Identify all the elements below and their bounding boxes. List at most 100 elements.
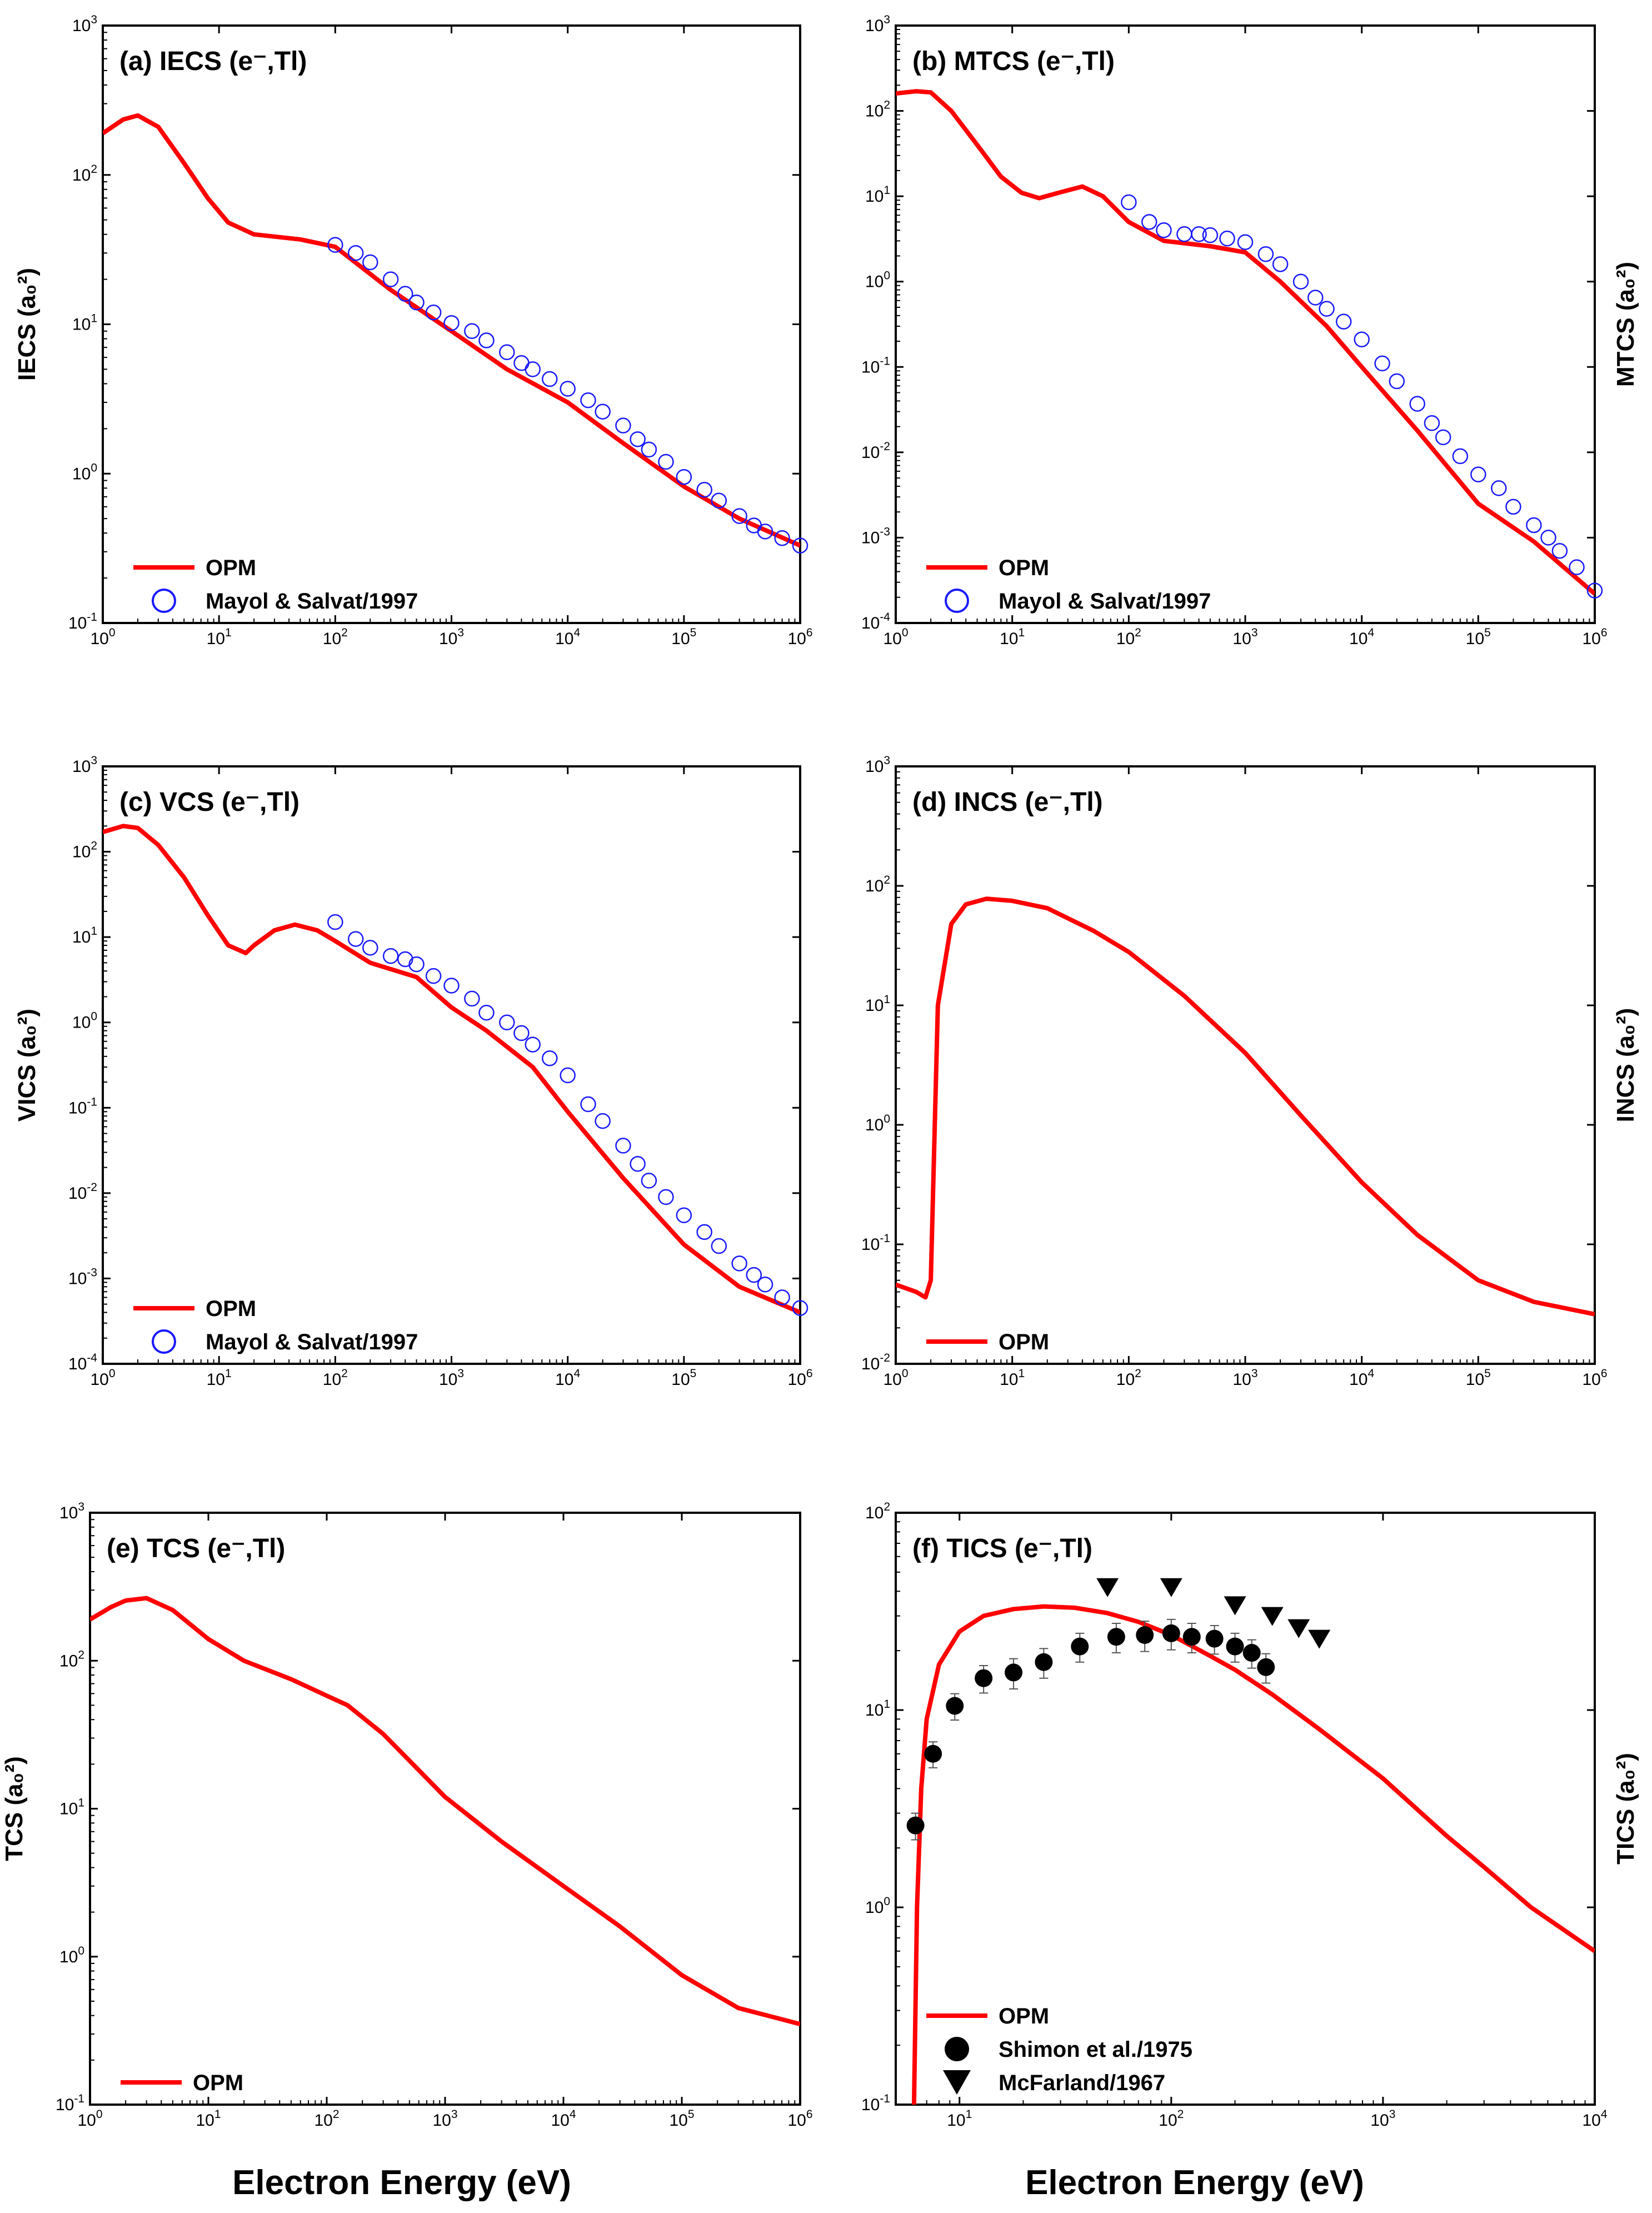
data-point-circle [560, 1067, 576, 1084]
x-tick-label: 102 [323, 626, 348, 648]
plot-frame [102, 24, 801, 624]
data-point-circle [774, 1289, 790, 1305]
data-point-circle [595, 1113, 611, 1129]
data-point-circle [731, 1255, 747, 1272]
x-tick-label: 102 [1159, 2108, 1184, 2130]
panel-title: (c) VCS (e⁻,Tl) [119, 787, 300, 817]
data-point-circle [1470, 466, 1486, 482]
panel-c: 100 101 102 103 104 105 106 10-4 10-3 10-2 10-1 100… [13, 754, 813, 1389]
data-point-circle [408, 294, 425, 311]
panel-e: 100 101 102 103 104 105 10610-1100101102103(e)… [1, 1501, 813, 2130]
data-point-circle [792, 537, 808, 554]
data-point-circle [1219, 230, 1235, 247]
legend-label: Shimon et al./1975 [999, 2037, 1192, 2062]
y-tick-label: 100 [865, 1895, 890, 1917]
data-point-filled-circle [1005, 1663, 1023, 1682]
x-tick-label: 103 [439, 626, 464, 648]
x-axis-label-left: Electron Energy (eV) [232, 2164, 571, 2202]
series-line-opm [90, 1596, 800, 2026]
plot-frame [895, 765, 1596, 1365]
x-tick-label: 100 [883, 1367, 908, 1389]
data-point-filled-circle [1107, 1628, 1125, 1646]
legend-label: Mayol & Salvat/1997 [206, 1330, 418, 1354]
data-point-circle [1389, 373, 1405, 390]
data-point-circle [1526, 517, 1542, 534]
y-tick-label: 10-3 [68, 1266, 97, 1288]
x-tick-label: 103 [1370, 2108, 1395, 2130]
data-point-circle [397, 286, 413, 302]
data-point-circle [1335, 313, 1352, 330]
data-point-circle [1292, 273, 1309, 290]
data-point-circle [792, 1300, 808, 1316]
data-point-filled-circle [1071, 1637, 1089, 1656]
y-tick-label: 100 [59, 1945, 84, 1966]
panel-title: (f) TICS (e⁻,Tl) [912, 1534, 1092, 1563]
data-point-circle [1505, 499, 1521, 515]
x-tick-label: 101 [947, 2108, 972, 2130]
data-point-circle [1307, 290, 1324, 306]
y-tick-label: 10-1 [861, 2092, 890, 2114]
data-point-filled-circle [1136, 1626, 1154, 1644]
y-tick-label: 101 [72, 925, 97, 946]
data-point-circle [615, 417, 631, 433]
panel-a: 100 101 102 103 104 105 10610-1100101102103(a)… [13, 13, 813, 648]
data-point-circle [615, 1138, 631, 1154]
x-tick-label: 106 [787, 2108, 812, 2130]
data-point-circle [696, 481, 712, 498]
data-point-triangle [1308, 1629, 1331, 1649]
y-tick-label: 103 [59, 1501, 84, 1522]
y-tick-label: 10-2 [861, 440, 890, 462]
x-tick-label: 106 [787, 1367, 812, 1389]
y-tick-label: 103 [72, 754, 97, 776]
y-tick-label: 10-1 [861, 355, 890, 376]
data-point-filled-circle [1242, 1644, 1261, 1662]
data-point-circle [595, 403, 611, 420]
y-tick-label: 100 [865, 270, 890, 291]
x-tick-label: 104 [551, 2108, 576, 2130]
data-point-circle [1540, 530, 1556, 546]
series-line-opm [103, 113, 800, 548]
legend-triangle-swatch [943, 2070, 971, 2095]
data-point-filled-circle [1162, 1624, 1180, 1642]
data-point-circle [408, 956, 425, 973]
data-point-circle [1424, 415, 1440, 431]
data-point-circle [327, 237, 343, 253]
data-point-filled-circle [946, 1697, 964, 1715]
data-point-circle [696, 1224, 712, 1240]
panel-f: 101 102 103 104 10-1 100 101 102 (f) TICS (e⁻,Tl… [861, 1501, 1639, 2130]
y-tick-label: 10-2 [861, 1352, 890, 1373]
data-point-circle [711, 492, 727, 509]
data-point-circle [580, 392, 596, 408]
legend-label: OPM [193, 2071, 243, 2095]
x-tick-label: 102 [1116, 626, 1141, 648]
x-tick-label: 105 [669, 2108, 694, 2130]
x-tick-label: 105 [671, 626, 696, 648]
data-point-filled-circle [1226, 1637, 1244, 1656]
x-tick-label: 101 [196, 2108, 221, 2130]
data-point-triangle [1160, 1578, 1182, 1597]
y-tick-label: 101 [59, 1797, 84, 1818]
legend-label: OPM [206, 556, 256, 580]
data-point-circle [499, 1014, 515, 1030]
x-tick-label: 101 [1000, 1367, 1025, 1389]
plot-frame [895, 24, 1596, 624]
x-axis-label-right: Electron Energy (eV) [1025, 2164, 1364, 2202]
plot-frame [89, 1512, 801, 2106]
data-point-triangle [1224, 1596, 1246, 1616]
data-point-filled-circle [906, 1816, 925, 1835]
y-axis-label: IECS (a₀²) [13, 268, 41, 381]
data-point-circle [731, 508, 747, 524]
data-point-circle [443, 978, 460, 994]
y-tick-label: 102 [59, 1648, 84, 1670]
legend-label: OPM [206, 1297, 256, 1321]
legend-label: McFarland/1967 [999, 2071, 1165, 2095]
y-axis-label: VICS (a₀²) [13, 1009, 41, 1122]
data-point-circle [1409, 396, 1425, 412]
data-point-circle [658, 1189, 674, 1205]
y-tick-label: 10-1 [56, 2092, 84, 2114]
data-point-circle [499, 344, 515, 361]
panel-d: 100 101 102 103 104 105 106 10-2 10-1 100 101 102 10… [861, 754, 1639, 1389]
data-point-circle [327, 914, 343, 930]
panel-title: (d) INCS (e⁻,Tl) [912, 787, 1103, 817]
data-point-circle [658, 453, 674, 470]
